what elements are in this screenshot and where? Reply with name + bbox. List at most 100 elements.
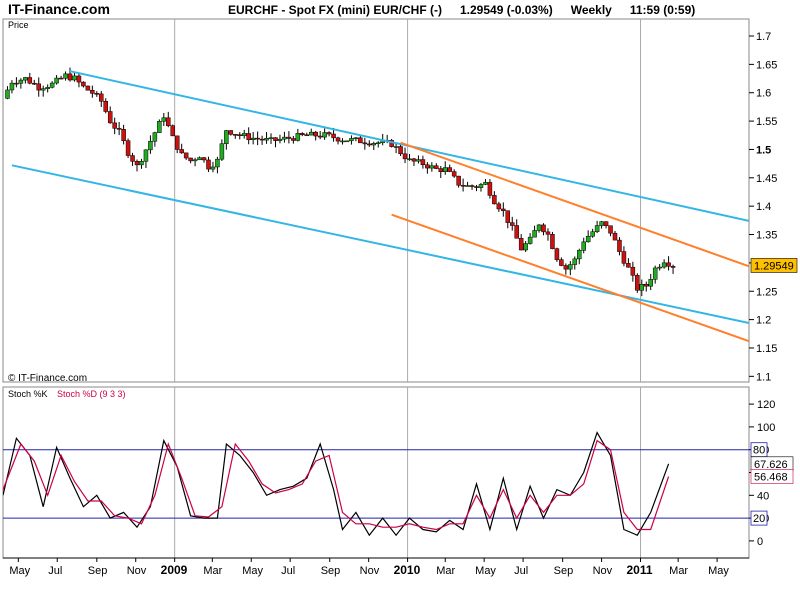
stoch-d-line	[3, 439, 670, 531]
candle-body	[594, 225, 600, 232]
price-tick-label: 1.1	[756, 371, 771, 383]
candle-body	[197, 157, 202, 161]
x-tick-label: Sep	[321, 565, 341, 577]
candle-body	[58, 77, 64, 80]
quote-time: 11:59 (0:59)	[629, 3, 696, 17]
candle-body	[451, 171, 457, 177]
candle-body	[608, 225, 613, 234]
candle-body	[577, 250, 582, 260]
candle-body	[505, 210, 511, 223]
candle-body	[644, 283, 649, 287]
candle-body	[353, 137, 359, 140]
candle-body	[340, 140, 345, 143]
candle-body	[393, 146, 399, 148]
candle-body	[14, 82, 19, 85]
candle-body	[295, 133, 301, 141]
candle-body	[523, 243, 528, 251]
stoch-tick-label: 40	[757, 490, 769, 502]
candle-body	[496, 203, 502, 210]
candle-body	[255, 137, 260, 140]
x-tick-label: May	[242, 565, 263, 577]
candle-body	[112, 122, 117, 129]
x-tick-label: Sep	[554, 565, 574, 577]
x-tick-label: May	[9, 565, 30, 577]
candle-body	[434, 165, 439, 169]
candle-body	[425, 164, 430, 169]
candle-body	[32, 82, 37, 85]
price-tick-label: 1.55	[756, 116, 777, 128]
candle-body	[233, 134, 238, 136]
candle-body	[152, 132, 158, 142]
x-tick-label: Jul	[48, 565, 62, 577]
candle-body	[308, 131, 314, 136]
candle-body	[304, 134, 310, 137]
candle-body	[241, 133, 247, 136]
price-tick-label: 1.4	[756, 201, 771, 213]
candle-body	[250, 137, 256, 140]
candle-body	[166, 117, 171, 126]
candle-body	[367, 143, 372, 146]
x-tick-label: Jul	[281, 565, 295, 577]
stoch-level-badge	[750, 510, 768, 526]
candle-body	[630, 266, 636, 276]
chart-header: EURCHF - Spot FX (mini) EUR/CHF (-) 1.295…	[228, 3, 695, 17]
candle-body	[639, 283, 645, 291]
candle-body	[532, 230, 537, 238]
last-price-value: 1.29549	[754, 260, 794, 272]
candle-body	[76, 75, 82, 83]
x-tick-label: May	[708, 565, 729, 577]
x-tick-label: Sep	[88, 565, 108, 577]
candle-body	[617, 239, 622, 252]
stoch-tick-label: 120	[757, 399, 775, 411]
candle-body	[469, 185, 475, 187]
stoch-level-label: 80	[753, 445, 765, 457]
candle-body	[286, 136, 292, 139]
x-tick-label: Nov	[360, 565, 380, 577]
candle-body	[456, 175, 461, 186]
brand-logo-text: IT-Finance.com	[8, 1, 110, 17]
candle-body	[559, 259, 564, 266]
x-tick-label: 2010	[394, 563, 421, 577]
candle-body	[603, 221, 609, 226]
candle-body	[49, 82, 55, 88]
candle-body	[420, 159, 426, 166]
candle-body	[291, 138, 296, 141]
candle-body	[143, 149, 149, 162]
price-tick-label: 1.5	[756, 144, 771, 156]
channel-trendline	[391, 213, 749, 343]
candle-body	[554, 248, 560, 260]
candle-body	[81, 81, 86, 87]
candle-body	[72, 75, 77, 81]
candle-body	[670, 266, 676, 268]
candle-body	[103, 101, 108, 112]
candle-body	[273, 137, 278, 141]
stoch-tick-label: 100	[757, 422, 775, 434]
candle-body	[322, 132, 327, 138]
candle-body	[18, 79, 24, 84]
candle-body	[657, 266, 662, 269]
stoch-k-value: 67.626	[754, 459, 788, 471]
candle-body	[362, 142, 368, 145]
candle-body	[545, 231, 551, 235]
candle-body	[206, 159, 211, 170]
price-panel-label: Price	[8, 20, 29, 30]
candle-body	[563, 265, 569, 270]
candle-body	[264, 138, 269, 141]
candle-body	[335, 137, 341, 142]
candle-body	[375, 142, 381, 144]
candle-body	[550, 234, 555, 249]
candle-body	[585, 235, 591, 243]
candle-body	[666, 262, 671, 267]
price-tick-label: 1.65	[756, 59, 777, 71]
candle-body	[501, 208, 506, 211]
candle-body	[402, 153, 408, 160]
candle-body	[85, 85, 91, 91]
candle-body	[277, 138, 283, 141]
candle-body	[317, 135, 323, 138]
candle-body	[121, 128, 126, 141]
candle-body	[139, 161, 144, 166]
stoch-tick-label: 0	[757, 536, 763, 548]
last-quote: 1.29549 (-0.03%)	[459, 3, 553, 17]
candle-body	[183, 152, 189, 159]
